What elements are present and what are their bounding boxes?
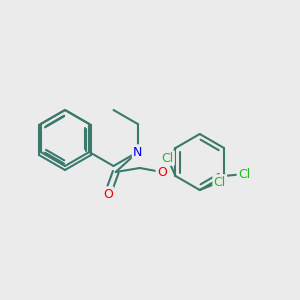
Text: Cl: Cl [161, 152, 174, 164]
Text: N: N [133, 146, 142, 158]
Text: O: O [103, 188, 113, 200]
Text: O: O [157, 166, 167, 178]
Text: Cl: Cl [238, 167, 250, 181]
Text: Cl: Cl [214, 176, 226, 188]
